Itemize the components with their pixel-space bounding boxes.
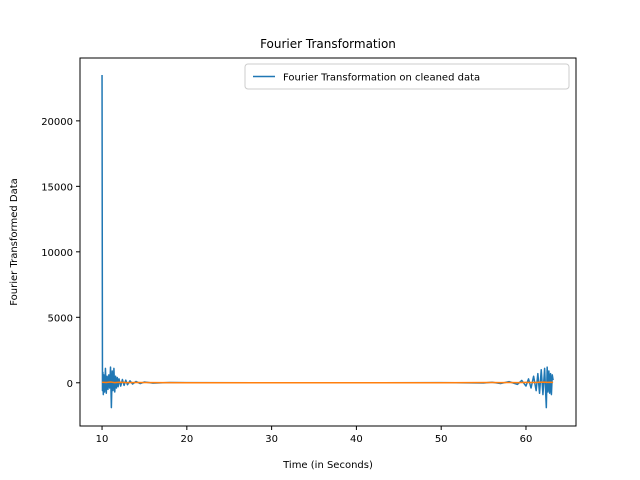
- x-tick-label: 60: [520, 434, 533, 445]
- x-tick-label: 20: [180, 434, 193, 445]
- chart-title: Fourier Transformation: [260, 37, 396, 51]
- y-axis: 0 5000 10000 15000 20000: [41, 117, 80, 390]
- x-axis-label: Time (in Seconds): [282, 460, 373, 471]
- y-axis-label: Fourier Transformed Data: [9, 178, 20, 305]
- legend: Fourier Transformation on cleaned data: [244, 63, 570, 90]
- y-tick-label: 10000: [41, 248, 73, 259]
- y-tick-label: 5000: [48, 313, 73, 324]
- legend-box: [244, 63, 570, 90]
- series-line-2: [101, 381, 554, 384]
- plot-area: [80, 58, 576, 426]
- x-tick-label: 10: [96, 434, 109, 445]
- y-tick-label: 20000: [41, 117, 73, 128]
- x-tick-label: 30: [265, 434, 278, 445]
- y-tick-label: 0: [67, 379, 73, 390]
- y-tick-label: 15000: [41, 182, 73, 193]
- x-tick-label: 50: [435, 434, 448, 445]
- plot-frame: [79, 57, 577, 427]
- legend-label: Fourier Transformation on cleaned data: [283, 73, 480, 84]
- series-layer: [101, 75, 554, 409]
- x-tick-label: 40: [350, 434, 363, 445]
- x-axis: 10 20 30 40 50 60: [96, 426, 533, 445]
